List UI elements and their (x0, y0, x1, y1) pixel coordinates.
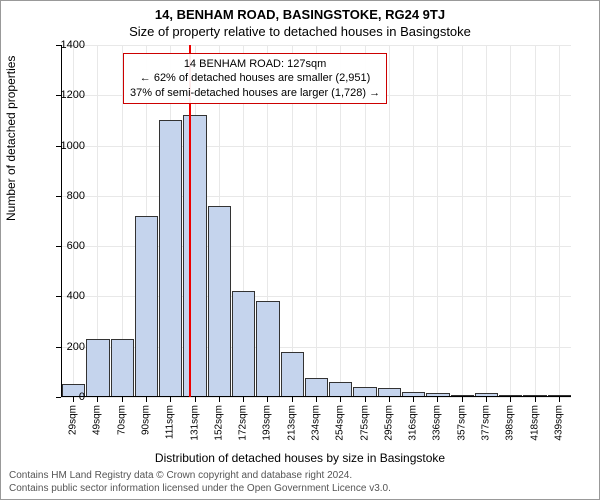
histogram-plot: 29sqm49sqm70sqm90sqm111sqm131sqm152sqm17… (61, 45, 571, 397)
xtick-label: 172sqm (238, 405, 249, 441)
xtick-label: 234sqm (311, 405, 322, 441)
xtick-label: 49sqm (92, 405, 103, 435)
ytick-label: 600 (45, 240, 85, 252)
annotation-line3: 37% of semi-detached houses are larger (… (130, 86, 380, 100)
xtick-label: 377sqm (481, 405, 492, 441)
footer-line2: Contains public sector information licen… (9, 483, 391, 496)
x-axis-label: Distribution of detached houses by size … (1, 451, 599, 465)
xtick-label: 131sqm (189, 405, 200, 441)
y-axis-label: Number of detached properties (4, 56, 18, 221)
ytick-label: 400 (45, 290, 85, 302)
histogram-bar (183, 115, 206, 397)
xtick-label: 439sqm (553, 405, 564, 441)
footer-line1: Contains HM Land Registry data © Crown c… (9, 470, 391, 483)
xtick-label: 357sqm (456, 405, 467, 441)
xtick-label: 336sqm (432, 405, 443, 441)
annotation-box: 14 BENHAM ROAD: 127sqm← 62% of detached … (123, 53, 387, 104)
histogram-bar (208, 206, 231, 397)
xtick-label: 398sqm (505, 405, 516, 441)
xtick-label: 418sqm (529, 405, 540, 441)
histogram-bar (86, 339, 109, 397)
xtick-label: 70sqm (116, 405, 127, 435)
xtick-label: 254sqm (335, 405, 346, 441)
histogram-bar (111, 339, 134, 397)
xtick-label: 152sqm (213, 405, 224, 441)
ytick-label: 1200 (45, 89, 85, 101)
xtick-label: 275sqm (359, 405, 370, 441)
ytick-label: 200 (45, 341, 85, 353)
histogram-bar (232, 291, 255, 397)
histogram-bar (256, 301, 279, 397)
histogram-bar (281, 352, 304, 397)
footer-attribution: Contains HM Land Registry data © Crown c… (9, 470, 391, 495)
histogram-bar (159, 120, 182, 397)
ytick-label: 0 (45, 391, 85, 403)
title-address: 14, BENHAM ROAD, BASINGSTOKE, RG24 9TJ (1, 7, 599, 22)
xtick-label: 90sqm (141, 405, 152, 435)
xtick-label: 29sqm (68, 405, 79, 435)
xtick-label: 213sqm (286, 405, 297, 441)
ytick-label: 1000 (45, 140, 85, 152)
histogram-bar (305, 378, 328, 397)
annotation-line1: 14 BENHAM ROAD: 127sqm (130, 57, 380, 71)
xtick-label: 193sqm (262, 405, 273, 441)
histogram-bar (329, 382, 352, 397)
histogram-bar (135, 216, 158, 397)
annotation-line2: ← 62% of detached houses are smaller (2,… (130, 71, 380, 85)
xtick-label: 316sqm (408, 405, 419, 441)
title-subtitle: Size of property relative to detached ho… (1, 24, 599, 39)
ytick-label: 1400 (45, 39, 85, 51)
xtick-label: 295sqm (383, 405, 394, 441)
ytick-label: 800 (45, 190, 85, 202)
xtick-label: 111sqm (165, 405, 176, 439)
